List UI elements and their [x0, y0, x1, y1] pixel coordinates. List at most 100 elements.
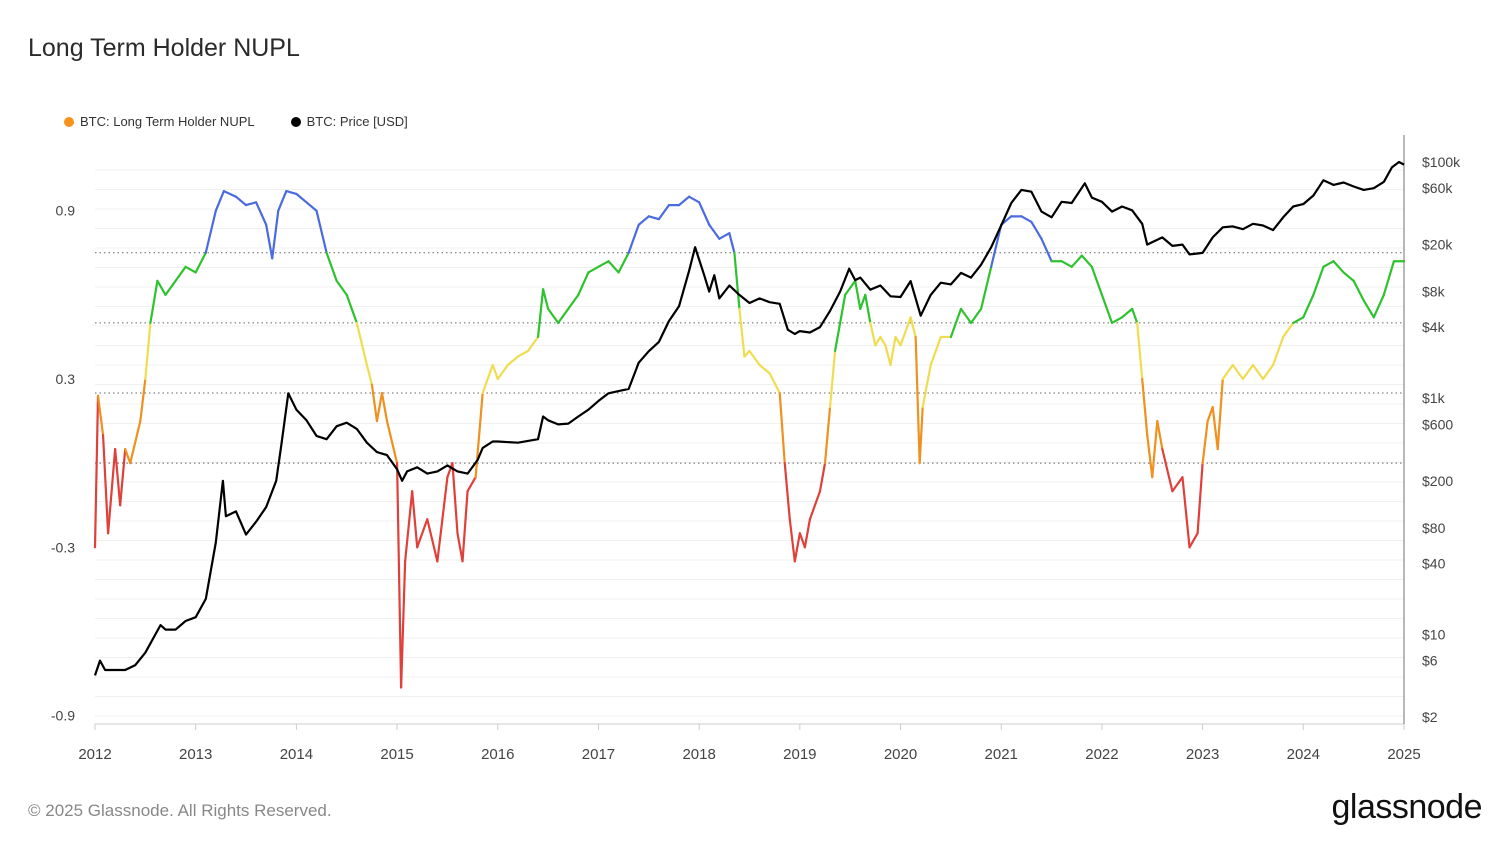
- x-tick-label: 2012: [78, 746, 111, 763]
- x-tick-label: 2021: [985, 746, 1018, 763]
- nupl-segment: [149, 279, 159, 325]
- nupl-segment: [265, 223, 274, 260]
- nupl-segment: [708, 223, 721, 240]
- nupl-segment: [214, 189, 225, 212]
- nupl-segment: [1352, 279, 1365, 302]
- nupl-segment: [637, 215, 650, 226]
- nupl-segment: [277, 189, 288, 212]
- nupl-segment: [315, 209, 328, 254]
- nupl-segment: [295, 192, 308, 204]
- nupl-segment: [1382, 260, 1396, 296]
- nupl-segment: [156, 279, 167, 296]
- nupl-segment: [788, 518, 796, 563]
- nupl-segment: [718, 232, 731, 240]
- nupl-segment: [823, 405, 832, 465]
- nupl-segment: [818, 462, 827, 493]
- legend: BTC: Long Term Holder NUPL BTC: Price [U…: [64, 114, 408, 129]
- nupl-segment: [365, 363, 374, 386]
- nupl-segment: [1322, 260, 1335, 268]
- x-tick-label: 2013: [179, 746, 212, 763]
- nupl-segment: [536, 288, 545, 339]
- y-right-tick-label: $10: [1422, 626, 1446, 642]
- nupl-segment: [921, 363, 932, 409]
- nupl-segment: [657, 204, 671, 221]
- nupl-segment: [547, 307, 560, 325]
- nupl-segment: [271, 209, 280, 260]
- y-left-tick-label: 0.9: [56, 203, 76, 219]
- legend-label-nupl: BTC: Long Term Holder NUPL: [80, 114, 255, 129]
- x-tick-label: 2022: [1085, 746, 1118, 763]
- nupl-segment: [380, 391, 389, 423]
- nupl-segment: [1100, 293, 1114, 325]
- y-right-tick-label: $4k: [1422, 319, 1446, 335]
- nupl-segment: [1211, 405, 1219, 451]
- nupl-segment: [918, 405, 924, 465]
- nupl-segment: [607, 260, 620, 274]
- nupl-segment: [1141, 377, 1149, 437]
- y-right-tick-label: $6: [1422, 653, 1438, 669]
- y-right-tick-label: $100k: [1422, 154, 1461, 170]
- nupl-segment: [255, 201, 268, 226]
- nupl-segment: [385, 419, 399, 465]
- nupl-segment: [491, 363, 499, 381]
- nupl-segment: [758, 363, 771, 375]
- x-tick-label: 2018: [682, 746, 715, 763]
- nupl-segment: [617, 251, 630, 274]
- nupl-segment: [325, 251, 338, 282]
- nupl-segment: [783, 462, 791, 521]
- nupl-segment: [1231, 363, 1244, 381]
- nupl-segment: [979, 265, 993, 310]
- nupl-segment: [879, 335, 887, 347]
- nupl-segment: [1206, 405, 1214, 423]
- nupl-segment: [451, 462, 459, 535]
- nupl-segment: [1181, 476, 1191, 549]
- nupl-segment: [743, 349, 751, 358]
- nupl-segment: [335, 279, 348, 296]
- nupl-segment: [884, 344, 892, 367]
- nupl-segment: [375, 391, 384, 423]
- nupl-segment: [1241, 363, 1255, 381]
- y-right-tick-label: $600: [1422, 416, 1453, 432]
- nupl-segment: [577, 271, 590, 296]
- nupl-segment: [844, 279, 857, 296]
- y-left-tick-label: 0.3: [56, 371, 76, 387]
- nupl-segment: [889, 335, 897, 367]
- chart-title: Long Term Holder NUPL: [28, 34, 300, 62]
- copyright-text: © 2025 Glassnode. All Rights Reserved.: [28, 801, 332, 820]
- nupl-segment: [355, 321, 368, 367]
- nupl-segment: [474, 391, 484, 479]
- nupl-segment: [990, 223, 1003, 268]
- nupl-segment: [441, 476, 449, 521]
- nupl-segment: [1060, 260, 1073, 268]
- nupl-segment: [833, 293, 847, 353]
- nupl-segment: [114, 448, 122, 507]
- nupl-segment: [803, 518, 812, 549]
- legend-item-nupl[interactable]: BTC: Long Term Holder NUPL: [64, 114, 255, 129]
- nupl-segment: [506, 355, 520, 367]
- x-tick-label: 2014: [280, 746, 313, 763]
- nupl-segment: [959, 307, 973, 325]
- nupl-segment: [1146, 434, 1154, 479]
- nupl-segment: [647, 215, 660, 221]
- nupl-segment: [305, 201, 318, 212]
- nupl-segment: [1080, 254, 1093, 268]
- nupl-segment: [1196, 462, 1204, 535]
- nupl-segment: [466, 476, 477, 493]
- nupl-segment: [859, 293, 867, 310]
- legend-item-price[interactable]: BTC: Price [USD]: [290, 114, 408, 129]
- nupl-segment: [285, 189, 298, 195]
- nupl-segment: [587, 265, 600, 274]
- nupl-segment: [778, 391, 786, 465]
- nupl-segment: [400, 560, 407, 689]
- nupl-segment: [1040, 237, 1053, 263]
- nupl-segment: [949, 307, 963, 339]
- y-right-tick-label: $40: [1422, 555, 1446, 571]
- nupl-segment: [1342, 271, 1355, 282]
- nupl-segment: [222, 189, 238, 198]
- nupl-segment: [416, 518, 429, 549]
- y-left-tick-label: -0.3: [51, 539, 75, 555]
- legend-dot-price: [290, 116, 301, 127]
- nupl-segment: [627, 223, 640, 254]
- nupl-segment: [456, 532, 464, 563]
- nupl-segment: [1171, 476, 1184, 493]
